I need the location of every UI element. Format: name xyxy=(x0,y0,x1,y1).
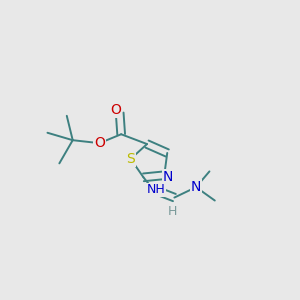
Text: O: O xyxy=(111,103,122,118)
Text: O: O xyxy=(94,136,105,150)
Text: NH: NH xyxy=(147,183,165,196)
Text: N: N xyxy=(191,180,201,194)
Text: N: N xyxy=(163,170,173,184)
Text: S: S xyxy=(126,152,135,166)
Text: H: H xyxy=(168,205,178,218)
